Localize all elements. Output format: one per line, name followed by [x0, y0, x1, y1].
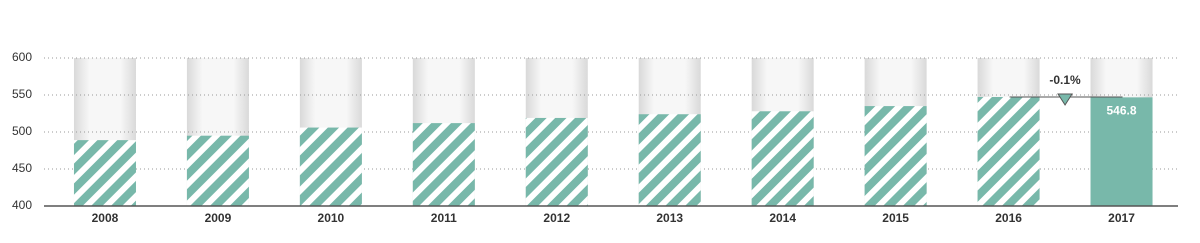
bar: [412, 123, 475, 206]
bar: [638, 114, 701, 206]
y-tick-label: 400: [12, 198, 32, 212]
bar: [73, 140, 136, 206]
y-tick-label: 450: [12, 161, 32, 175]
bar: [864, 106, 927, 206]
bar: [751, 111, 814, 206]
annotation-marker: [1057, 93, 1073, 106]
y-tick-label: 550: [12, 87, 32, 101]
x-tick-label: 2008: [92, 211, 119, 225]
x-tick-label: 2010: [318, 211, 345, 225]
x-tick-label: 2016: [995, 211, 1022, 225]
value-label: 546.8: [1107, 104, 1137, 118]
annotation: -0.1%: [1049, 73, 1081, 87]
x-tick-label: 2014: [769, 211, 796, 225]
bar: [186, 135, 249, 206]
bar: [299, 127, 362, 206]
y-tick-label: 500: [12, 124, 32, 138]
x-tick-label: 2012: [543, 211, 570, 225]
x-tick-label: 2017: [1108, 211, 1135, 225]
bar: [1090, 97, 1153, 206]
y-tick-label: 600: [12, 50, 32, 64]
x-tick-label: 2009: [205, 211, 232, 225]
x-tick-label: 2011: [431, 211, 457, 225]
bar: [977, 96, 1040, 206]
x-tick-label: 2015: [882, 211, 909, 225]
bar: [525, 117, 588, 206]
x-tick-label: 2013: [656, 211, 683, 225]
